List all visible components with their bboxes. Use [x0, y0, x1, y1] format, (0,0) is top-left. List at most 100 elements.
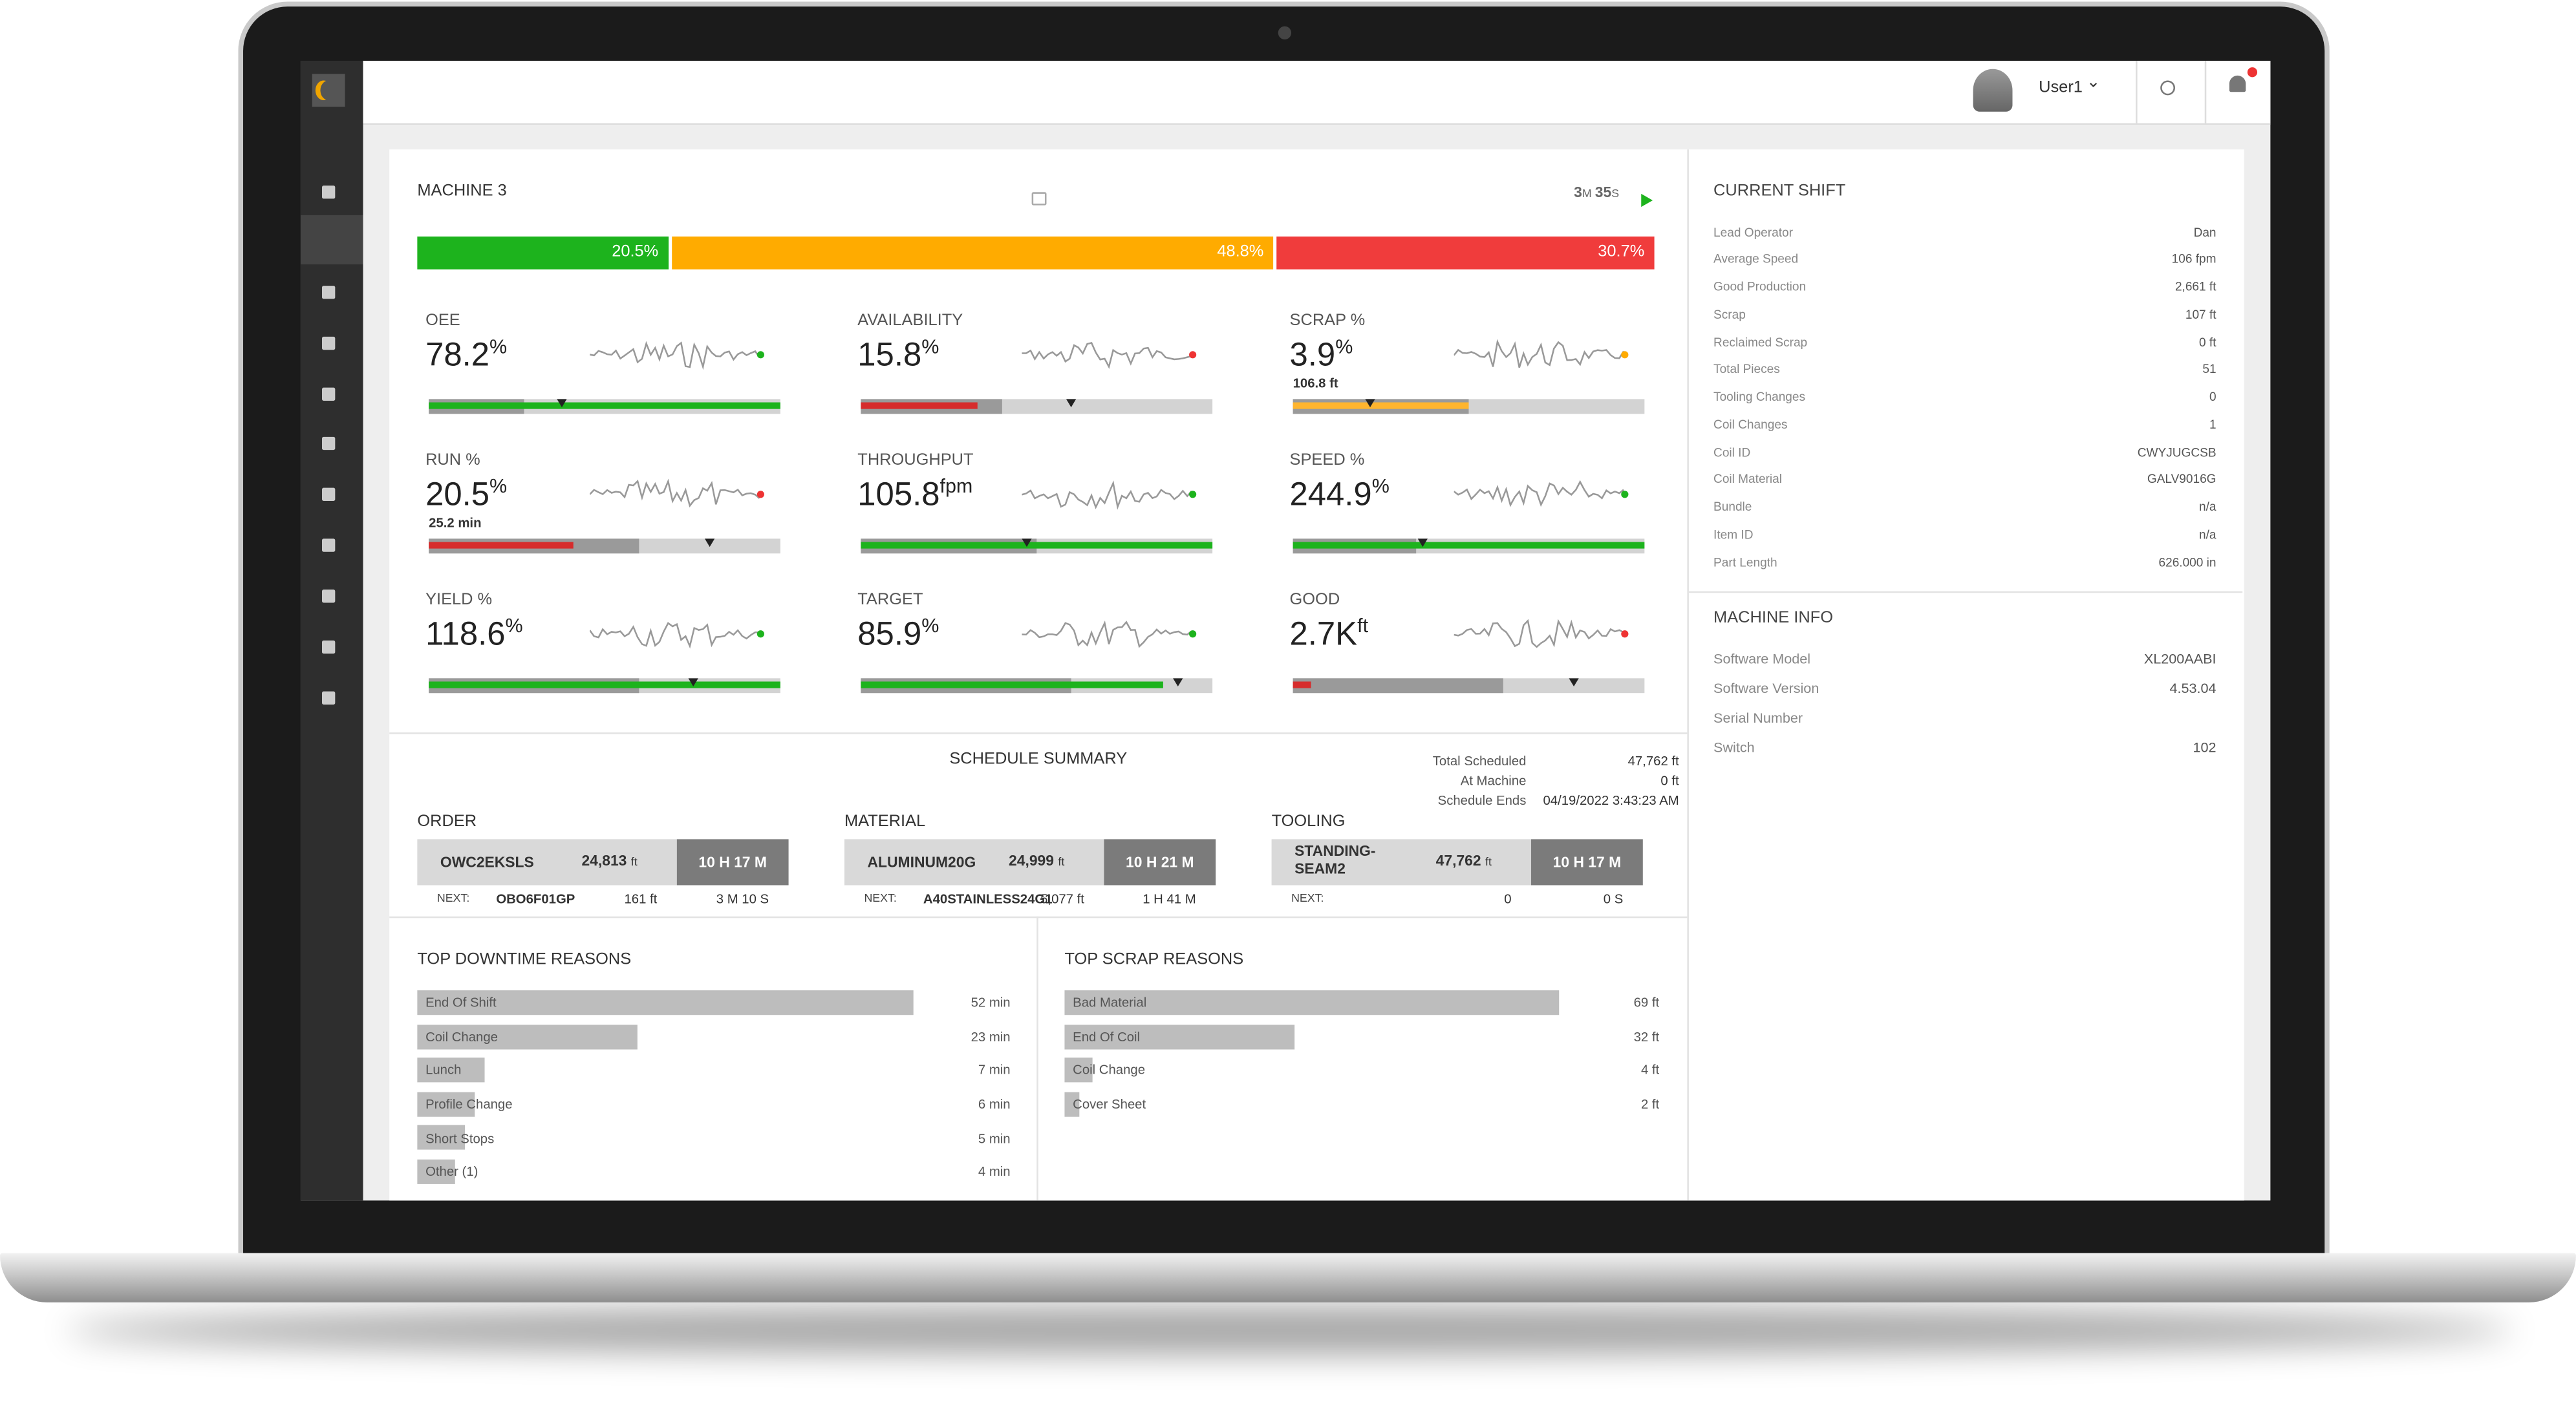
info-label: Serial Number	[1713, 709, 1803, 726]
sparkline-path	[1022, 620, 1192, 648]
sparkline	[590, 341, 764, 370]
info-value: XL200AABI	[2143, 650, 2216, 667]
reason-bar	[417, 1125, 466, 1151]
sparkline-dot	[1189, 491, 1197, 498]
reason-name: End Of Shift	[425, 995, 497, 1011]
next-id: A40STAINLESS24G1	[923, 892, 1053, 907]
sparkline-path	[1454, 619, 1624, 648]
metric-fill	[1293, 402, 1469, 409]
block-id: ALUMINUM20G	[867, 853, 976, 870]
metric-value: 244.9%	[1290, 474, 1390, 515]
sidebar-icon[interactable]	[321, 487, 336, 501]
block-amount-number: 24,813	[581, 852, 627, 869]
metric-value: 118.6%	[425, 614, 523, 655]
metric-value: 105.8fpm	[857, 474, 972, 515]
sparkline	[1022, 620, 1197, 648]
info-label: Switch	[1713, 739, 1755, 756]
sparkline-dot	[1189, 630, 1197, 638]
reason-bar	[1064, 990, 1560, 1015]
sidebar-icon[interactable]	[321, 186, 336, 199]
sparkline	[1022, 342, 1197, 369]
divider	[1036, 916, 1038, 1201]
sparkline	[590, 622, 764, 649]
block-main	[1271, 839, 1532, 886]
total-value: 0 ft	[1660, 774, 1679, 789]
sidebar-icon[interactable]	[321, 589, 336, 603]
sidebar-icon[interactable]	[321, 336, 336, 350]
sidebar-icon[interactable]	[321, 691, 336, 705]
panel-title: CURRENT SHIFT	[1713, 182, 1846, 200]
reason-name: Coil Change	[425, 1029, 498, 1045]
sparkline	[1454, 339, 1629, 368]
sparkline	[1022, 480, 1197, 510]
info-value: 2,661 ft	[2174, 279, 2216, 294]
sparkline-path	[1454, 480, 1624, 507]
sparkline-dot	[1621, 491, 1629, 498]
reason-bar	[417, 1024, 637, 1049]
sidebar-icon[interactable]	[321, 640, 336, 654]
info-label: Software Model	[1713, 650, 1811, 667]
user-menu-chevron[interactable]: ⌄	[2086, 74, 2101, 92]
sparkline-path	[1022, 480, 1192, 510]
bell-icon[interactable]	[2229, 75, 2246, 92]
status-label: 30.7%	[1598, 243, 1645, 261]
next-time: 3 M 10 S	[716, 892, 769, 907]
metric-number: 2.7K	[1289, 617, 1358, 653]
panel-title: MACHINE INFO	[1713, 609, 1833, 628]
metric-name: GOOD	[1289, 591, 1340, 610]
metric-fill	[429, 681, 780, 688]
metric-marker	[1418, 538, 1428, 547]
info-value: n/a	[2199, 499, 2216, 515]
user-name[interactable]: User1	[2039, 78, 2083, 97]
metric-name: THROUGHPUT	[857, 451, 974, 470]
block-unit: ft	[630, 857, 638, 869]
block-time-box	[1531, 839, 1643, 886]
total-value: 47,762 ft	[1627, 754, 1679, 769]
reasons-title: TOP DOWNTIME REASONS	[417, 951, 632, 970]
metric-value: 20.5%	[425, 474, 507, 515]
sidebar-icon[interactable]	[321, 387, 336, 401]
reason-value: 23 min	[971, 1029, 1011, 1045]
reason-name: Other (1)	[425, 1164, 478, 1180]
block-main	[844, 839, 1104, 886]
metric-unit: ft	[1357, 614, 1369, 637]
reason-name: Lunch	[425, 1063, 462, 1078]
block-amount: 24,999 ft	[1009, 853, 1064, 871]
metric-range	[1293, 678, 1504, 694]
info-value: 102	[2193, 739, 2216, 756]
block-time-box	[1104, 839, 1216, 886]
metric-sub: 25.2 min	[429, 516, 482, 531]
metric-name: SCRAP %	[1289, 312, 1366, 330]
status-segment	[417, 236, 669, 270]
lock-icon[interactable]	[1031, 192, 1047, 206]
status-label: 48.8%	[1217, 243, 1264, 261]
sidebar-icon[interactable]	[321, 436, 336, 451]
block-main	[417, 839, 677, 886]
block-label: ORDER	[417, 813, 477, 831]
status-segment	[1276, 236, 1655, 270]
sidebar-icon[interactable]	[321, 286, 336, 299]
metric-unit: %	[921, 335, 939, 358]
block-label: MATERIAL	[844, 813, 926, 831]
avatar[interactable]	[1973, 69, 2013, 112]
metric-name: TARGET	[857, 591, 923, 610]
reason-value: 2 ft	[1640, 1097, 1660, 1112]
metric-unit: %	[1371, 474, 1390, 498]
schedule-title: SCHEDULE SUMMARY	[949, 750, 1128, 769]
sparkline-path	[1454, 339, 1625, 368]
status-label: 20.5%	[612, 243, 659, 261]
timer-part: 3	[1574, 184, 1582, 200]
play-icon[interactable]	[1641, 193, 1653, 207]
reason-bar	[417, 1092, 475, 1117]
info-label: Part Length	[1713, 554, 1777, 569]
info-value: n/a	[2199, 526, 2216, 542]
block-id: STANDING-SEAM2	[1294, 842, 1376, 877]
total-label: Total Scheduled	[1432, 754, 1527, 769]
metric-value: 15.8%	[857, 335, 939, 376]
next-amount: 0	[1504, 892, 1512, 907]
reason-bar	[417, 1159, 456, 1184]
sidebar-icon[interactable]	[321, 538, 336, 552]
search-icon[interactable]	[2160, 80, 2176, 96]
metric-name: RUN %	[425, 451, 480, 470]
